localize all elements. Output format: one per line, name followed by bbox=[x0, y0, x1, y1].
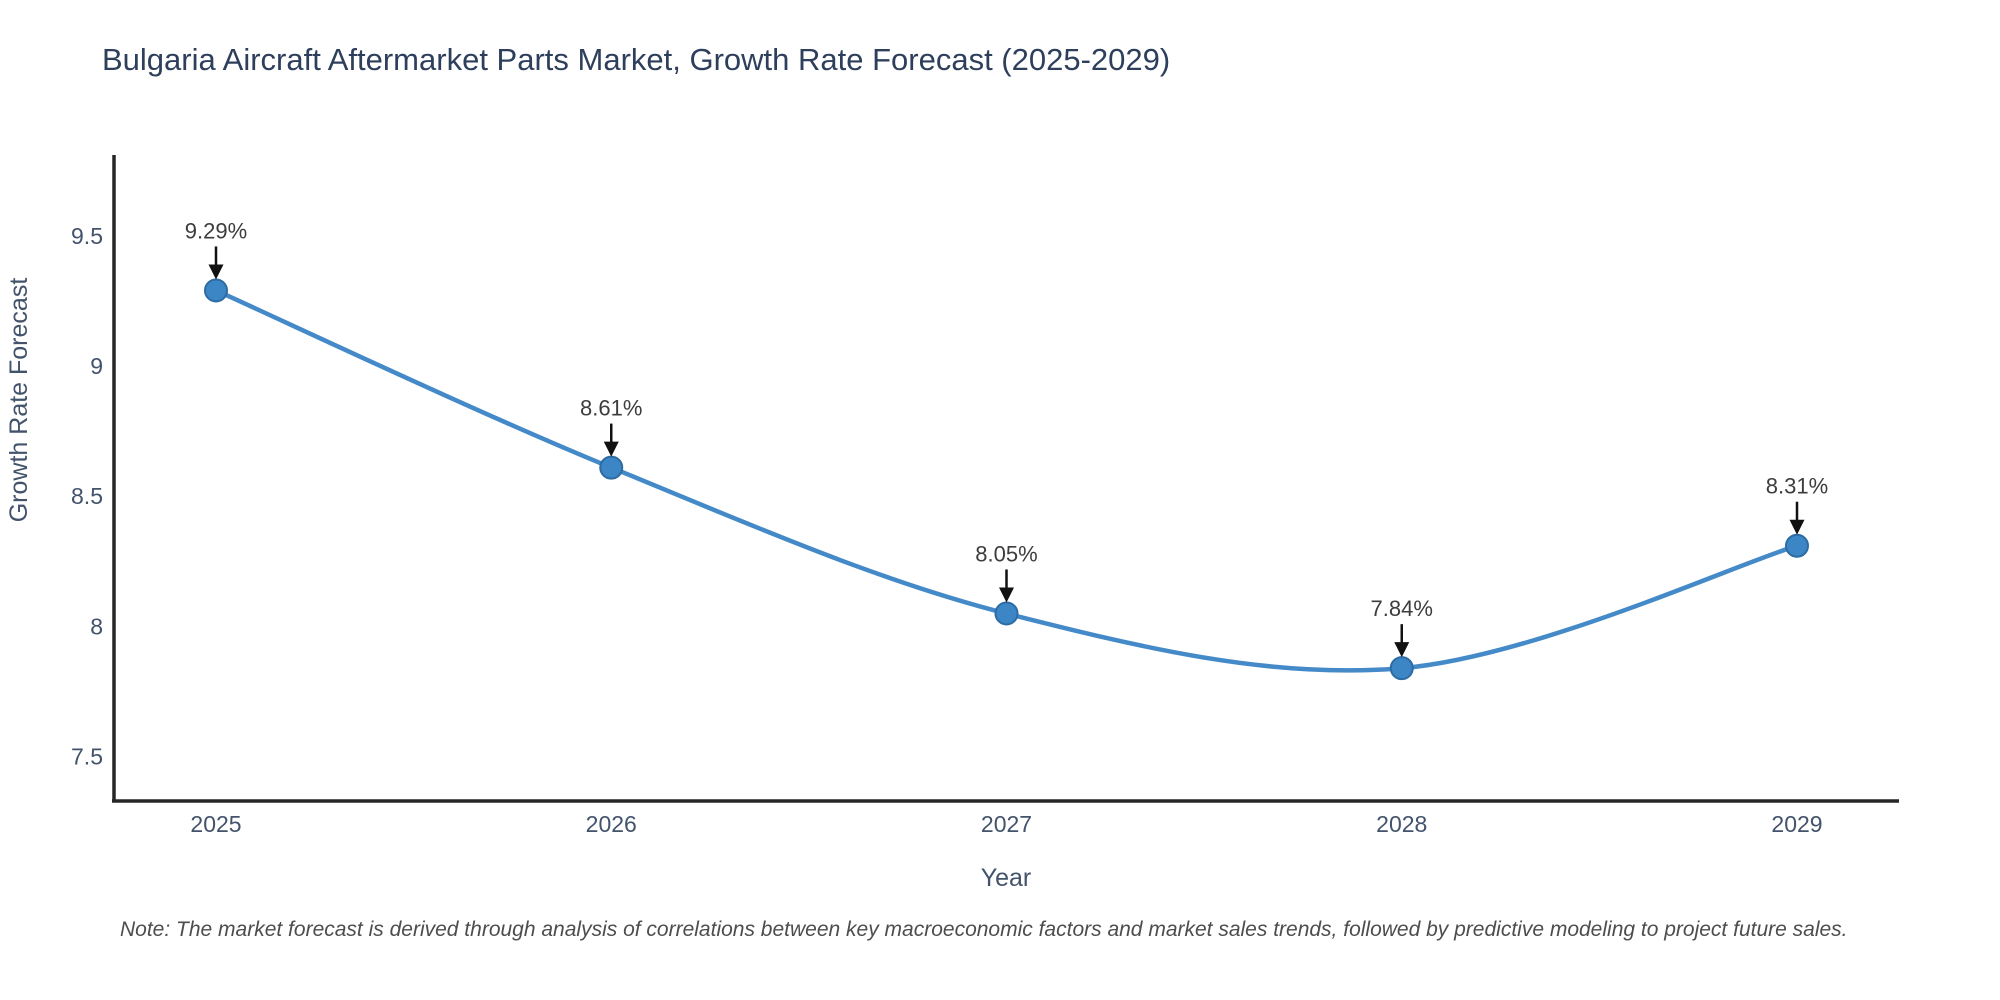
x-axis-title: Year bbox=[981, 864, 1032, 892]
plot-layer: 7.5 8 8.5 9 9.5 2025 2026 2027 2028 2029 9.29% 8.61… bbox=[71, 218, 1828, 837]
annotation-2025: 9.29% bbox=[185, 218, 247, 280]
annotation-2026: 8.61% bbox=[580, 396, 642, 457]
annotation-arrowhead bbox=[1789, 519, 1805, 535]
annotation-2028: 7.84% bbox=[1371, 596, 1433, 658]
data-point-2026[interactable] bbox=[599, 455, 624, 480]
y-tick-label-8.5: 8.5 bbox=[71, 483, 103, 509]
annotation-2029: 8.31% bbox=[1766, 474, 1828, 535]
data-point-2027[interactable] bbox=[994, 601, 1019, 626]
annotation-2027: 8.05% bbox=[975, 541, 1038, 603]
annotation-arrowhead bbox=[208, 264, 224, 280]
x-tick-label-2028: 2028 bbox=[1376, 811, 1427, 837]
data-point-2025[interactable] bbox=[204, 278, 228, 303]
annotation-arrowhead bbox=[1394, 642, 1410, 658]
annotation-label-2029: 8.31% bbox=[1766, 474, 1828, 499]
annotation-label-2026: 8.61% bbox=[580, 396, 642, 421]
annotation-arrowhead bbox=[999, 587, 1014, 603]
y-tick-label-9: 9 bbox=[90, 353, 103, 379]
data-point-2029[interactable] bbox=[1785, 533, 1809, 558]
y-tick-label-7.5: 7.5 bbox=[71, 744, 103, 770]
annotation-label-2025: 9.29% bbox=[185, 218, 247, 243]
y-tick-label-9.5: 9.5 bbox=[71, 223, 103, 249]
x-tick-label-2026: 2026 bbox=[586, 811, 637, 837]
y-tick-label-8: 8 bbox=[90, 613, 103, 639]
x-tick-label-2027: 2027 bbox=[981, 811, 1032, 837]
y-axis-title: Growth Rate Forecast bbox=[5, 278, 33, 523]
data-point-2028[interactable] bbox=[1389, 656, 1414, 681]
annotation-arrowhead bbox=[603, 441, 619, 457]
chart-note: Note: The market forecast is derived thr… bbox=[120, 918, 1848, 941]
x-tick-label-2029: 2029 bbox=[1771, 811, 1822, 837]
chart-title: Bulgaria Aircraft Aftermarket Parts Mark… bbox=[102, 42, 1171, 77]
x-tick-label-2025: 2025 bbox=[190, 811, 241, 837]
annotation-label-2028: 7.84% bbox=[1371, 596, 1433, 621]
annotation-label-2027: 8.05% bbox=[975, 541, 1037, 566]
